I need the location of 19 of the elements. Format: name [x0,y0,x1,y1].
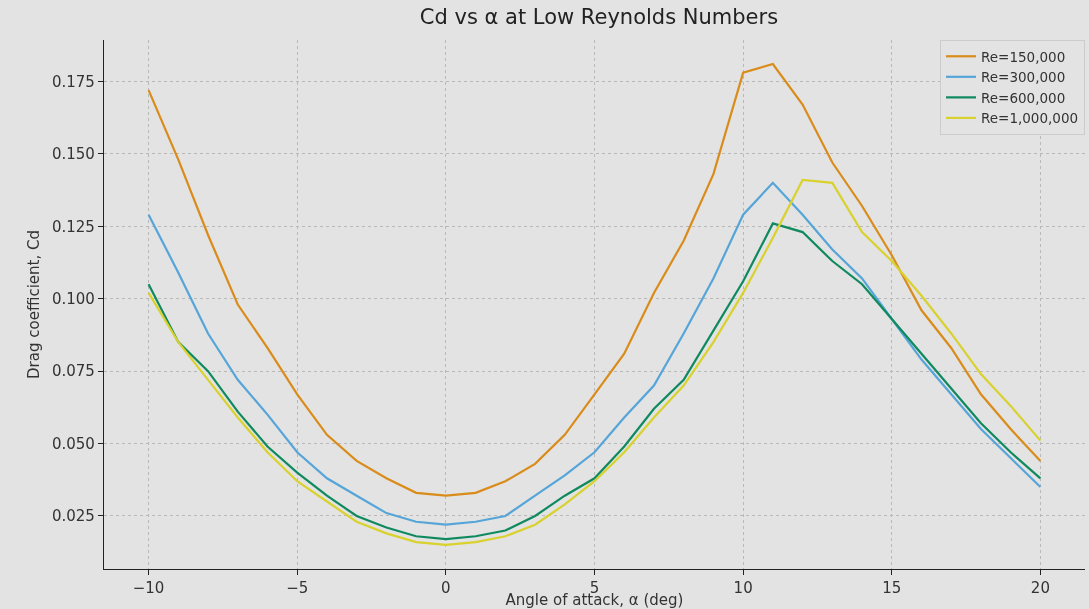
x-tick-label: 10 [733,579,753,598]
y-tick-label: 0.075 [51,362,95,381]
x-tick-label: 20 [1030,579,1050,598]
x-tick-label: 0 [441,579,451,598]
y-tick-label: 0.100 [51,289,95,308]
x-tick-label: −10 [132,579,165,598]
legend-label: Re=600,000 [981,89,1066,106]
legend-label: Re=150,000 [981,48,1066,65]
x-tick-label: 15 [882,579,902,598]
y-tick-label: 0.050 [51,434,95,453]
x-tick-label: −5 [286,579,309,598]
y-tick-label: 0.175 [51,72,95,91]
y-tick-label: 0.150 [51,145,95,164]
legend-label: Re=300,000 [981,69,1066,86]
y-axis-title: Drag coefficient, Cd [25,230,44,379]
chart-title: Cd vs α at Low Reynolds Numbers [419,4,779,29]
legend-label: Re=1,000,000 [981,110,1079,127]
y-tick-label: 0.025 [51,507,95,526]
y-tick-label: 0.125 [51,217,95,236]
